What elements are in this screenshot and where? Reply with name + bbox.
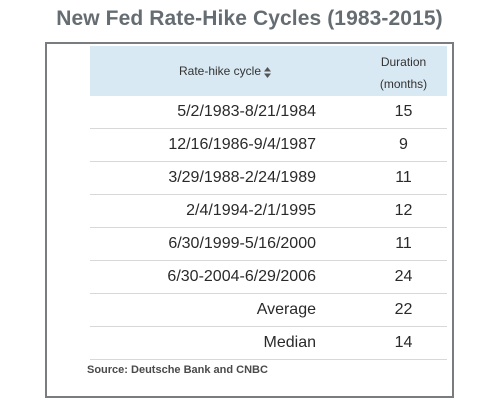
column-header-duration: Duration (months) bbox=[360, 51, 447, 95]
cell-duration: 11 bbox=[395, 235, 412, 252]
cell-cycle: 3/29/1988-2/24/1989 bbox=[168, 169, 316, 186]
table-header: Rate-hike cycle Duration (months) bbox=[90, 46, 447, 96]
cell-cycle: 2/4/1994-2/1/1995 bbox=[186, 202, 316, 219]
table-body: 5/2/1983-8/21/1984 15 12/16/1986-9/4/1987 9… bbox=[90, 96, 447, 360]
column-header-cycle-label: Rate-hike cycle bbox=[178, 64, 262, 78]
table-row: Average 22 bbox=[90, 294, 447, 327]
column-header-duration-unit: (months) bbox=[379, 77, 428, 91]
table-frame: Rate-hike cycle Duration (months) 5/2/19… bbox=[45, 42, 454, 398]
source-note: Source: Deutsche Bank and CNBC bbox=[87, 364, 268, 376]
table-row: 5/2/1983-8/21/1984 15 bbox=[90, 96, 447, 129]
cell-cycle: 5/2/1983-8/21/1984 bbox=[177, 103, 316, 120]
cell-duration: 15 bbox=[394, 103, 413, 120]
table-row: 12/16/1986-9/4/1987 9 bbox=[90, 129, 447, 162]
sort-icon[interactable] bbox=[264, 66, 272, 78]
table-row: 6/30/1999-5/16/2000 11 bbox=[90, 228, 447, 261]
cell-duration: 12 bbox=[394, 202, 413, 219]
cell-cycle: Average bbox=[256, 301, 316, 318]
cell-duration: 14 bbox=[394, 334, 413, 351]
table-row: 3/29/1988-2/24/1989 11 bbox=[90, 162, 447, 195]
table-row: 2/4/1994-2/1/1995 12 bbox=[90, 195, 447, 228]
cell-cycle: 6/30/1999-5/16/2000 bbox=[168, 235, 316, 252]
column-header-duration-label: Duration bbox=[380, 55, 427, 69]
cell-duration: 24 bbox=[394, 268, 413, 285]
data-table: Rate-hike cycle Duration (months) 5/2/19… bbox=[90, 46, 447, 360]
cell-cycle: 12/16/1986-9/4/1987 bbox=[168, 136, 316, 153]
column-header-cycle[interactable]: Rate-hike cycle bbox=[90, 46, 360, 96]
cell-cycle: 6/30-2004-6/29/2006 bbox=[167, 268, 316, 285]
table-row: 6/30-2004-6/29/2006 24 bbox=[90, 261, 447, 294]
chart-title: New Fed Rate-Hike Cycles (1983-2015) bbox=[56, 7, 443, 30]
cell-cycle: Median bbox=[263, 334, 316, 351]
cell-duration: 11 bbox=[395, 169, 412, 186]
cell-duration: 9 bbox=[399, 136, 408, 153]
cell-duration: 22 bbox=[394, 301, 413, 318]
table-row: Median 14 bbox=[90, 327, 447, 360]
